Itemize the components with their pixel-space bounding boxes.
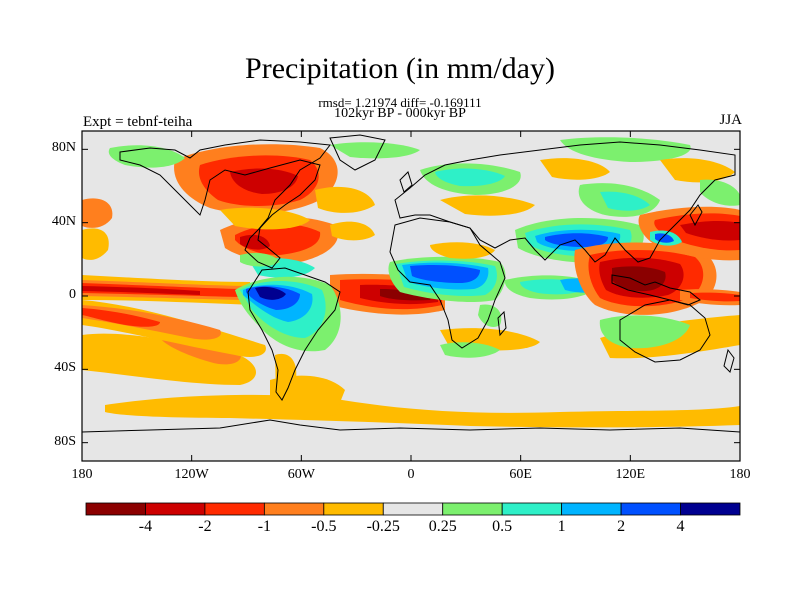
colorbar-swatch	[323, 502, 384, 516]
anomaly-region	[330, 221, 375, 241]
anomaly-region	[82, 286, 200, 295]
colorbar-swatch	[145, 502, 206, 516]
anomaly-region	[105, 394, 740, 428]
colorbar-label: 0.25	[428, 518, 457, 535]
colorbar-swatch	[680, 502, 741, 516]
anomaly-region	[410, 265, 480, 283]
north-america-coastline	[119, 139, 331, 269]
indonesia-coastline	[611, 274, 701, 306]
south-america-coastline	[247, 267, 341, 401]
anomaly-region	[700, 179, 740, 206]
anomaly-region	[545, 233, 608, 247]
x-tick-label: 180	[729, 467, 751, 482]
anomaly-region	[240, 234, 270, 250]
new-zealand-coastline	[723, 348, 735, 373]
colorbar-label: 2	[617, 518, 626, 535]
season-label: JJA	[719, 112, 742, 128]
colorbar-swatch	[204, 502, 265, 516]
colorbar-label: 0.5	[492, 518, 513, 535]
anomaly-region	[255, 286, 286, 300]
x-tick-label: 60W	[287, 467, 315, 482]
y-tick-label: 0	[69, 287, 76, 302]
x-tick-label: 60E	[509, 467, 532, 482]
anomaly-region	[82, 333, 257, 385]
australia-coastline	[619, 299, 711, 363]
x-tick-label: 120W	[174, 467, 209, 482]
colorbar-swatch	[620, 502, 681, 516]
anomaly-region	[315, 186, 375, 213]
chart-title: Precipitation (in mm/day)	[245, 52, 555, 85]
axis-ticks	[81, 131, 741, 461]
anomaly-region	[275, 353, 297, 401]
colorbar-label: 1	[557, 518, 566, 535]
anomaly-region	[82, 308, 160, 327]
greenland-coastline	[329, 134, 386, 171]
anomaly-region	[240, 252, 280, 267]
stats-line: rmsd= 1.21974 diff= -0.169111	[318, 95, 482, 110]
colorbar	[85, 502, 741, 516]
colorbar-swatch	[561, 502, 622, 516]
colorbar-label: -4	[138, 518, 153, 535]
anomaly-region	[330, 142, 420, 159]
britain-coastline	[399, 171, 413, 193]
madagascar-coastline	[497, 310, 507, 337]
colorbar-label: -0.25	[366, 518, 400, 535]
anomaly-region	[660, 158, 735, 183]
colorbar-label: -1	[257, 518, 272, 535]
anomaly-region	[430, 242, 495, 259]
anomaly-region	[440, 342, 500, 358]
antarctica-coastline	[82, 419, 740, 433]
anomaly-region	[440, 195, 535, 216]
anomaly-region	[220, 207, 310, 230]
colorbar-swatch	[501, 502, 563, 516]
colorbar-swatch	[382, 502, 444, 516]
y-tick-label: 80S	[54, 433, 76, 449]
colorbar-label: 4	[676, 518, 685, 535]
x-tick-label: 0	[407, 467, 415, 482]
experiment-label: Expt = tebnf-teiha	[83, 114, 193, 130]
y-tick-label: 40N	[51, 213, 76, 229]
anomaly-region	[612, 266, 666, 292]
japan-coastline	[689, 204, 703, 227]
y-tick-label: 80N	[51, 140, 76, 156]
colorbar-swatch	[263, 502, 325, 516]
x-tick-label: 180	[71, 467, 93, 482]
anomaly-region	[560, 137, 691, 162]
anomaly-region	[690, 292, 740, 302]
colorbar-label: -2	[198, 518, 212, 535]
anomaly-region	[599, 315, 690, 349]
colorbar-swatch	[442, 502, 503, 516]
anomaly-region	[82, 228, 109, 260]
anomaly-region	[435, 168, 505, 187]
anomaly-field	[82, 137, 740, 428]
colorbar-label: -0.5	[311, 518, 337, 535]
eurasia-coastline	[394, 141, 736, 263]
period-line: 102kyr BP - 000kyr BP	[334, 106, 466, 121]
anomaly-region	[82, 198, 113, 228]
y-tick-label: 40S	[54, 360, 76, 376]
anomaly-region	[380, 289, 432, 301]
colorbar-swatch	[85, 502, 146, 516]
anomaly-region	[540, 158, 610, 180]
coastlines	[82, 134, 740, 433]
anomaly-region	[600, 191, 650, 211]
x-tick-label: 120E	[615, 467, 646, 482]
